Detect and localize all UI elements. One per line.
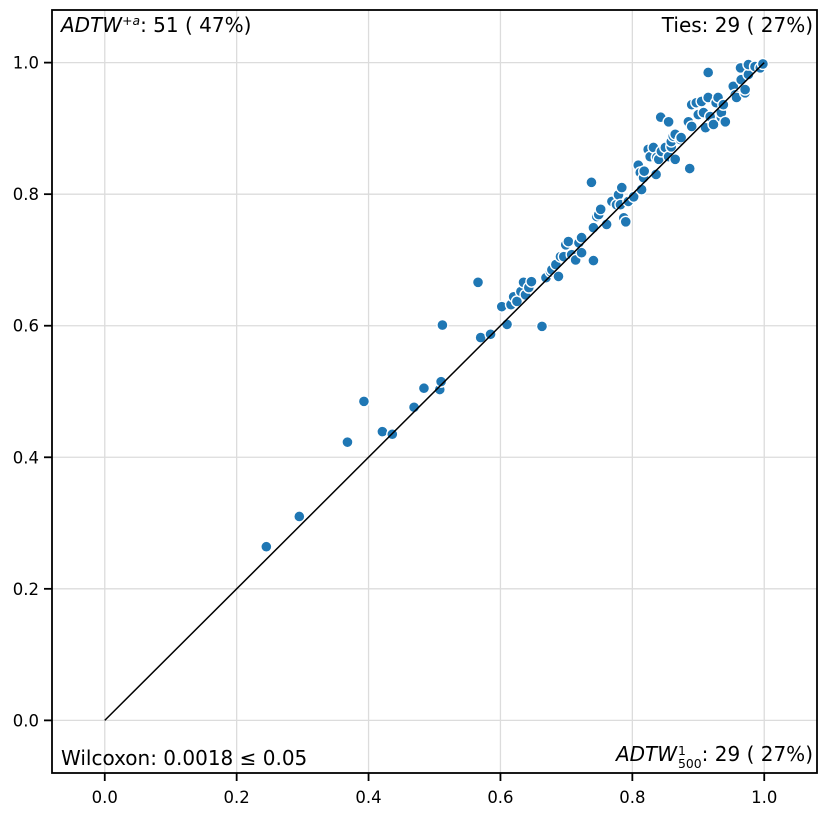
scatter-point — [436, 318, 449, 332]
annotation-ties: Ties: 29 ( 27%) — [661, 13, 813, 37]
scatter-point — [615, 181, 628, 194]
scatter-point — [683, 162, 696, 175]
scatter-point — [357, 395, 371, 408]
method-a-superscript: +a — [122, 13, 141, 29]
y-axis-tick-label: 0.6 — [13, 317, 39, 336]
scatter-point — [619, 215, 632, 228]
scatter-point — [500, 318, 514, 331]
scatter-point — [293, 510, 306, 523]
method-b-name: ADTW — [615, 742, 678, 767]
y-axis-tick-label: 1.0 — [13, 54, 39, 73]
x-axis-tick-label: 0.0 — [92, 788, 118, 807]
y-axis-tick-label: 0.0 — [13, 711, 39, 730]
scatter-point — [707, 118, 720, 131]
scatter-point — [662, 115, 675, 129]
method-b-superscript: 1 — [678, 743, 686, 759]
scatter-point — [484, 328, 497, 341]
scatter-point — [260, 540, 273, 553]
annotation-method-bottom-right: ADTW 1 500: 29 ( 27%) — [616, 742, 813, 770]
scatter-point — [674, 131, 688, 144]
annotation-method-top-left: ADTW+a: 51 ( 47%) — [61, 13, 251, 37]
scatter-point — [575, 246, 588, 259]
x-axis-tick-label: 0.4 — [355, 788, 381, 807]
method-b-subscript: 500 — [678, 755, 702, 771]
scatter-point — [575, 231, 588, 244]
method-b-count: : 29 ( 27%) — [701, 742, 813, 767]
scatter-point — [638, 164, 651, 178]
y-axis-tick-label: 0.2 — [13, 580, 39, 599]
y-axis-tick-label: 0.4 — [13, 448, 39, 467]
scatter-point — [471, 276, 485, 289]
scatter-point — [587, 254, 600, 267]
y-axis-tick-label: 0.8 — [13, 185, 39, 204]
scatter-point — [594, 203, 607, 216]
scatter-point — [587, 221, 600, 234]
scatter-point — [535, 320, 549, 333]
scatter-point — [525, 275, 538, 288]
scatter-point — [341, 435, 354, 449]
method-b-supsub: 1 500 — [678, 743, 702, 771]
scatter-point — [585, 176, 598, 189]
annotation-wilcoxon: Wilcoxon: 0.0018 ≤ 0.05 — [61, 746, 308, 770]
scatter-point — [738, 83, 752, 96]
scatter-point — [434, 375, 448, 388]
method-a-name: ADTW — [61, 13, 123, 37]
scatter-point — [669, 153, 682, 166]
scatter-point — [685, 120, 698, 133]
x-axis-tick-label: 0.8 — [619, 788, 645, 807]
method-a-count: : 51 ( 47%) — [140, 13, 252, 37]
scatter-point — [649, 168, 663, 181]
x-axis-tick-label: 0.2 — [224, 788, 250, 807]
x-axis-tick-label: 0.6 — [487, 788, 513, 807]
scatter-point — [562, 235, 575, 248]
scatter-point — [719, 115, 732, 129]
x-axis-tick-label: 1.0 — [751, 788, 777, 807]
scatter-point — [552, 270, 565, 283]
scatter-point — [417, 382, 431, 395]
scatter-point — [627, 190, 640, 204]
scatter-point — [701, 66, 715, 79]
scatter-point — [717, 98, 730, 111]
identity-line — [104, 62, 765, 721]
plot-border — [51, 9, 818, 774]
